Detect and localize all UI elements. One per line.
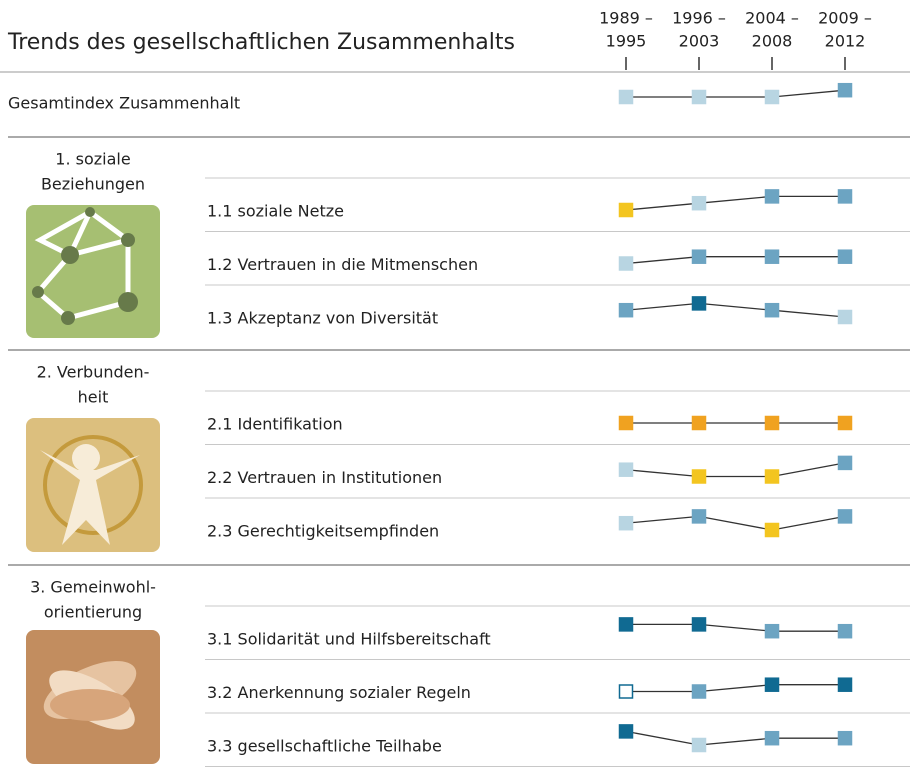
trend-point — [839, 311, 852, 324]
chart: Trends des gesellschaftlichen Zusammenha… — [0, 0, 910, 771]
trend-point — [766, 470, 779, 483]
trend-point — [766, 250, 779, 263]
row-label: 1.1 soziale Netze — [207, 202, 344, 221]
trend-point — [693, 739, 706, 752]
trend-point — [839, 456, 852, 469]
period-label: 2003 — [679, 32, 720, 51]
trend-line — [626, 303, 845, 317]
trend-point — [766, 190, 779, 203]
trend-point — [839, 625, 852, 638]
trend-line — [626, 90, 845, 97]
trend-point — [620, 618, 633, 631]
trend-point — [620, 685, 633, 698]
trend-line — [626, 516, 845, 530]
icon-belonging — [26, 418, 160, 552]
trend-point — [839, 678, 852, 691]
trend-point — [766, 678, 779, 691]
trend-point — [620, 91, 633, 104]
trend-point — [766, 417, 779, 430]
trend-point — [839, 190, 852, 203]
trend-point — [693, 250, 706, 263]
trend-point — [766, 524, 779, 537]
period-label: 1995 — [606, 32, 647, 51]
trend-point — [693, 417, 706, 430]
trend-line — [626, 196, 845, 210]
period-label: 2012 — [825, 32, 866, 51]
row-label: 3.1 Solidarität und Hilfsbereitschaft — [207, 630, 491, 649]
icon-common-good — [26, 630, 160, 764]
section-title: orientierung — [44, 603, 142, 622]
trend-point — [766, 304, 779, 317]
section-title: 1. soziale — [55, 150, 130, 169]
trend-point — [766, 91, 779, 104]
period-label: 1996 – — [672, 9, 726, 28]
row-label: 2.2 Vertrauen in Institutionen — [207, 468, 442, 487]
trend-point — [839, 84, 852, 97]
row-label: 3.2 Anerkennung sozialer Regeln — [207, 683, 471, 702]
period-label: 2004 – — [745, 9, 799, 28]
section-title: 2. Verbunden- — [37, 363, 150, 382]
trend-point — [693, 618, 706, 631]
trend-point — [620, 204, 633, 217]
section-title: heit — [78, 388, 109, 407]
period-label: 1989 – — [599, 9, 653, 28]
title: Trends des gesellschaftlichen Zusammenha… — [7, 30, 515, 55]
row-label: 3.3 gesellschaftliche Teilhabe — [207, 737, 442, 756]
trend-point — [693, 510, 706, 523]
trend-point — [620, 417, 633, 430]
icon-social — [26, 205, 160, 338]
row-label: 2.1 Identifikation — [207, 415, 343, 434]
trend-point — [693, 685, 706, 698]
trend-point — [766, 625, 779, 638]
trend-line — [626, 731, 845, 745]
trend-point — [693, 297, 706, 310]
trend-point — [620, 257, 633, 270]
trend-point — [620, 463, 633, 476]
row-label: 1.3 Akzeptanz von Diversität — [207, 309, 438, 328]
trend-point — [693, 470, 706, 483]
row-label: 1.2 Vertrauen in die Mitmenschen — [207, 255, 478, 274]
trend-point — [693, 91, 706, 104]
trend-point — [620, 725, 633, 738]
page: Trends des gesellschaftlichen Zusammenha… — [0, 0, 910, 771]
row-label: 2.3 Gerechtigkeitsempfinden — [207, 522, 439, 541]
trend-point — [766, 732, 779, 745]
period-label: 2008 — [752, 32, 793, 51]
trend-line — [626, 257, 845, 264]
trend-point — [839, 417, 852, 430]
trend-point — [839, 250, 852, 263]
trend-line — [626, 463, 845, 477]
section-title: Beziehungen — [41, 175, 145, 194]
row-label: Gesamtindex Zusammenhalt — [8, 94, 240, 113]
section-title: 3. Gemeinwohl- — [30, 578, 156, 597]
trend-line — [626, 624, 845, 631]
trend-line — [626, 685, 845, 692]
trend-point — [839, 510, 852, 523]
period-label: 2009 – — [818, 9, 872, 28]
trend-point — [839, 732, 852, 745]
trend-point — [693, 197, 706, 210]
trend-point — [620, 517, 633, 530]
trend-point — [620, 304, 633, 317]
